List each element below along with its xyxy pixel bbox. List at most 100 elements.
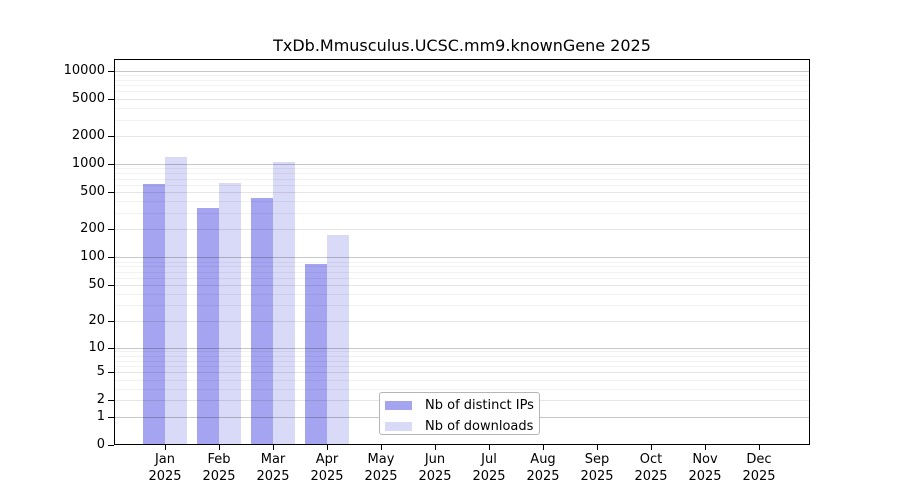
bar-downloads-mar: [273, 161, 295, 444]
gridline-mid: [114, 98, 810, 100]
x-axis-tick: [219, 445, 220, 450]
y-axis-tick: [108, 164, 114, 166]
y-axis-tick: [108, 400, 114, 402]
gridline-minor: [114, 119, 810, 121]
y-tick-label: 1: [96, 408, 105, 424]
y-axis-tick: [108, 347, 114, 349]
x-axis-tick: [435, 445, 436, 450]
x-axis-tick: [759, 445, 760, 450]
bar-downloads-apr: [327, 234, 349, 444]
x-tick-label: Nov 2025: [688, 452, 722, 484]
y-axis-tick: [108, 98, 114, 100]
legend-label-downloads: Nb of downloads: [425, 419, 534, 434]
x-axis-tick: [597, 445, 598, 450]
x-axis-tick: [327, 445, 328, 450]
gridline-mid: [114, 372, 810, 374]
gridline-minor: [114, 305, 810, 307]
x-axis-tick: [651, 445, 652, 450]
gridline-minor: [114, 213, 810, 214]
gridline-minor: [114, 379, 810, 381]
x-axis-tick: [705, 445, 706, 450]
bar-distinct-ips-jan: [143, 184, 165, 444]
gridline-major: [114, 257, 810, 259]
x-tick-label: Aug 2025: [526, 452, 560, 484]
x-tick-label: Jun 2025: [418, 452, 452, 484]
gridline-mid: [114, 285, 810, 287]
gridline-major: [114, 347, 810, 349]
bar-distinct-ips-feb: [197, 208, 219, 444]
gridline-minor: [114, 74, 810, 76]
legend: Nb of distinct IPs Nb of downloads: [379, 392, 540, 435]
gridline-minor: [114, 168, 810, 170]
x-tick-label: Feb 2025: [202, 452, 236, 484]
bar-downloads-jan: [165, 156, 187, 444]
gridline-mid: [114, 192, 810, 194]
bar-distinct-ips-mar: [251, 198, 273, 444]
y-axis-tick: [108, 445, 114, 446]
x-tick-label: May 2025: [364, 452, 398, 484]
gridline-minor: [114, 178, 810, 180]
y-axis-tick: [108, 285, 114, 287]
x-axis-tick: [543, 445, 544, 450]
y-tick-label: 50: [88, 277, 105, 293]
gridline-minor: [114, 355, 810, 357]
gridline-minor: [114, 266, 810, 268]
y-tick-label: 0: [96, 437, 105, 452]
gridline-major: [114, 70, 810, 72]
x-axis-tick: [489, 445, 490, 450]
x-tick-label: Apr 2025: [310, 452, 344, 484]
gridline-minor: [114, 107, 810, 109]
y-tick-label: 10: [88, 339, 105, 355]
gridline-minor: [114, 261, 810, 263]
gridline-mid: [114, 136, 810, 137]
legend-swatch-downloads: [385, 422, 412, 431]
bar-downloads-feb: [219, 183, 241, 444]
gridline-minor: [114, 201, 810, 203]
gridline-minor: [114, 277, 810, 279]
y-axis-tick: [108, 372, 114, 374]
bar-distinct-ips-apr: [305, 263, 327, 444]
x-tick-label: Mar 2025: [256, 452, 290, 484]
x-tick-label: Jul 2025: [472, 452, 506, 484]
x-axis-tick: [273, 445, 274, 450]
y-tick-label: 2: [96, 392, 105, 408]
y-axis-tick: [108, 70, 114, 72]
x-axis-tick: [381, 445, 382, 450]
y-tick-label: 5000: [71, 90, 105, 106]
gridline-minor: [114, 184, 810, 186]
legend-swatch-distinct-ips: [385, 401, 412, 410]
gridline-minor: [114, 294, 810, 295]
chart-title: TxDb.Mmusculus.UCSC.mm9.knownGene 2025: [273, 36, 651, 55]
legend-label-distinct-ips: Nb of distinct IPs: [425, 398, 534, 413]
y-axis-tick: [108, 257, 114, 259]
y-tick-label: 100: [80, 249, 105, 265]
legend-item-downloads: Nb of downloads: [385, 418, 534, 435]
gridline-minor: [114, 79, 810, 81]
gridline-mid: [114, 321, 810, 323]
gridline-minor: [114, 91, 810, 93]
x-axis-tick: [165, 445, 166, 450]
x-tick-label: Dec 2025: [742, 452, 776, 484]
x-tick-label: Oct 2025: [634, 452, 668, 484]
gridline-minor: [114, 365, 810, 367]
y-tick-label: 1000: [71, 156, 105, 172]
y-axis-tick: [108, 136, 114, 137]
y-axis-tick: [108, 321, 114, 323]
gridline-minor: [114, 351, 810, 353]
y-tick-label: 10000: [63, 62, 105, 78]
x-tick-label: Sep 2025: [580, 452, 614, 484]
gridline-minor: [114, 173, 810, 175]
gridline-mid: [114, 229, 810, 231]
legend-item-distinct-ips: Nb of distinct IPs: [385, 397, 534, 414]
gridline-minor: [114, 271, 810, 273]
gridline-minor: [114, 360, 810, 362]
gridline-minor: [114, 388, 810, 390]
y-tick-label: 2000: [71, 128, 105, 143]
y-tick-label: 500: [80, 184, 105, 200]
gridline-minor: [114, 85, 810, 87]
y-tick-label: 5: [96, 364, 105, 380]
gridline-major: [114, 164, 810, 166]
y-tick-label: 20: [88, 313, 105, 329]
y-axis-tick: [108, 192, 114, 194]
